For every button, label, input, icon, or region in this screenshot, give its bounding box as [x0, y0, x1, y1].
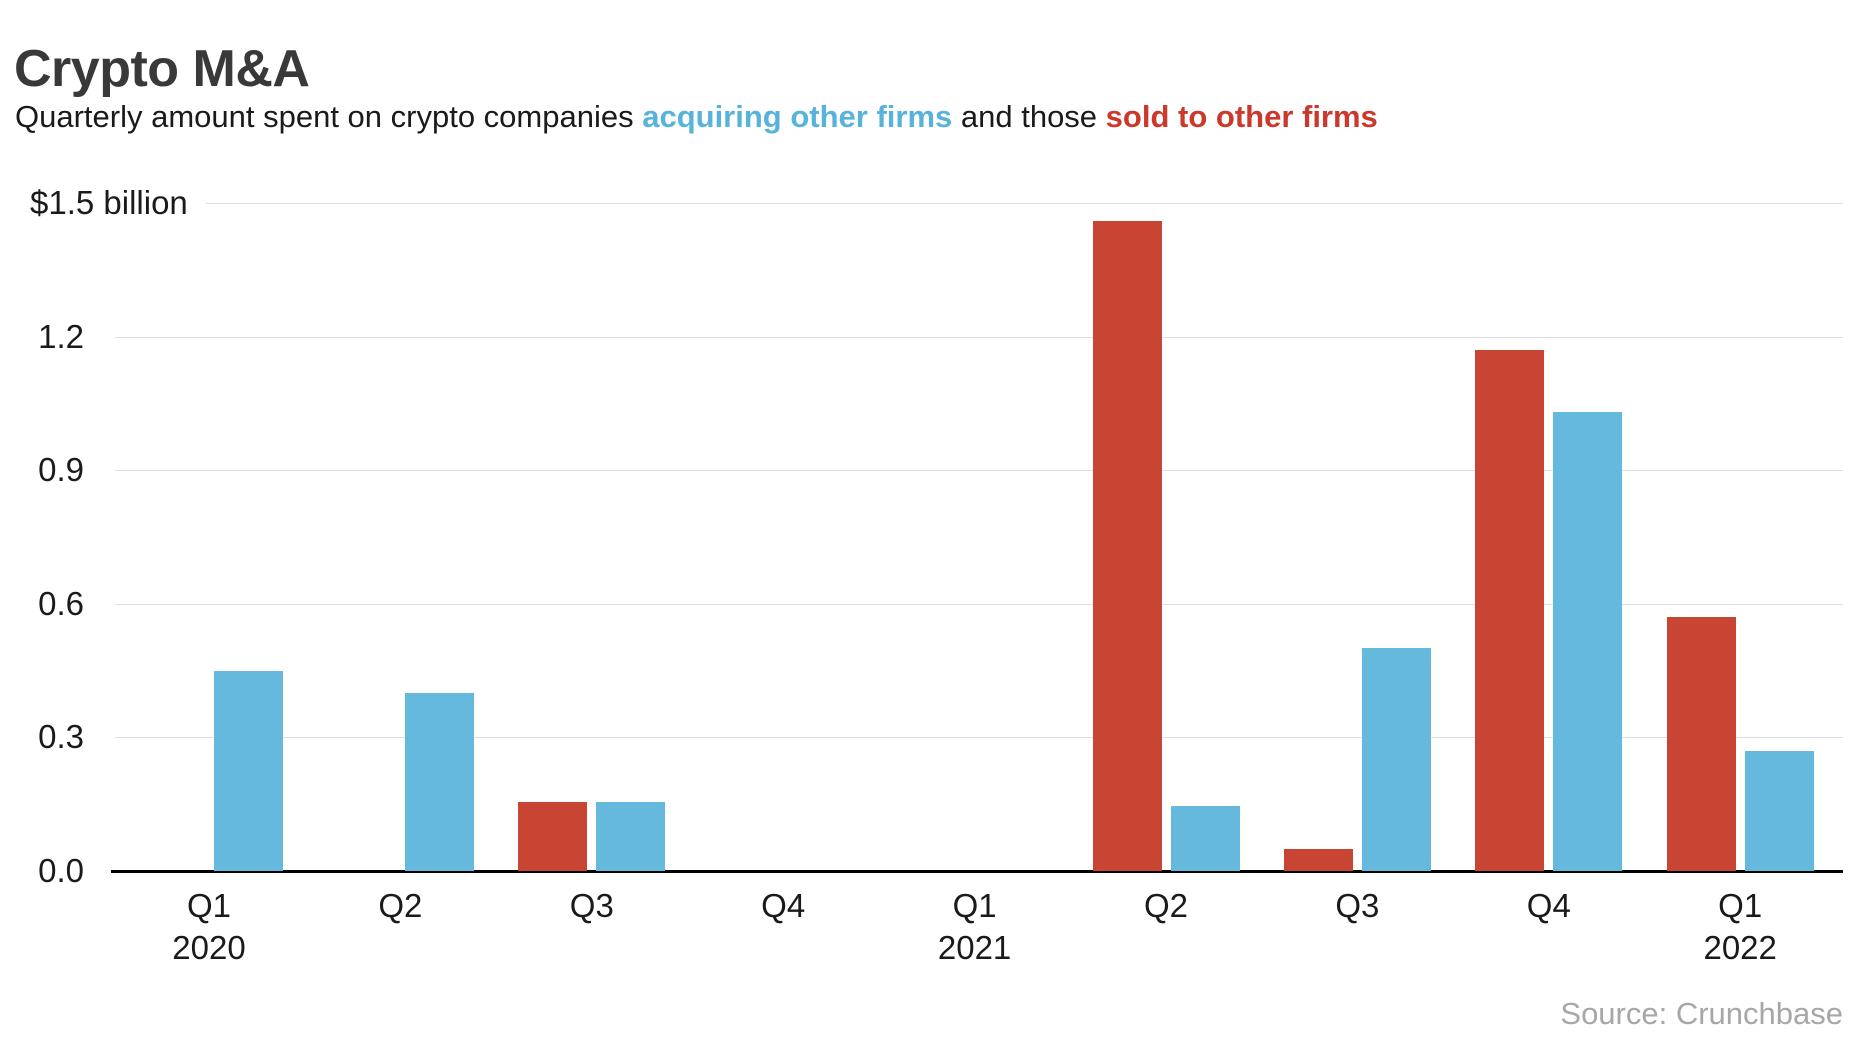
x-tick-label-q1-2020: Q1: [186, 887, 232, 924]
x-tick-label-q1-2022: Q1: [1718, 887, 1763, 924]
bar-acquiring-q2-2021: [1170, 806, 1240, 871]
source-credit: Source: Crunchbase: [1560, 996, 1843, 1031]
legend-acquiring-label: acquiring other firms: [642, 99, 953, 134]
bar-sold-q1-2022: [1666, 617, 1736, 871]
y-tick-label-0-9: 0.9: [38, 451, 84, 489]
gridline-0-9: [115, 470, 1843, 472]
bar-acquiring-q3-2021: [1361, 648, 1431, 871]
x-tick-label-q2-2020: Q2: [378, 887, 423, 924]
x-tick-label-q3-2021: Q3: [1335, 887, 1380, 924]
y-tick-label-1-2: 1.2: [38, 317, 84, 355]
gridline-1-5: [115, 203, 1843, 204]
subtitle-middle-text: and those: [952, 99, 1106, 134]
y-tick-label-0-0: 0.0: [38, 852, 84, 889]
x-tick-label-q3-2020: Q3: [569, 887, 614, 924]
bar-sold-q3-2020: [518, 801, 588, 871]
legend-sold-label: sold to other firms: [1105, 99, 1378, 134]
bar-acquiring-q2-2020: [404, 692, 474, 871]
page-title: Crypto M&A: [14, 39, 310, 98]
bar-acquiring-q4-2021: [1553, 412, 1623, 871]
bar-acquiring-q3-2020: [596, 801, 666, 871]
bar-sold-q2-2021: [1092, 220, 1162, 871]
gridline-0-6: [115, 603, 1843, 605]
x-tick-label-q4-2021: Q4: [1526, 887, 1571, 924]
x-tick-year-2021: 2021: [937, 929, 1012, 966]
gridline-1-2: [115, 336, 1843, 338]
chart-subtitle: Quarterly amount spent on crypto compani…: [15, 99, 1378, 135]
x-tick-label-q4-2020: Q4: [761, 887, 806, 924]
x-axis-baseline: [111, 870, 1843, 873]
y-tick-label-0-6: 0.6: [38, 584, 84, 622]
x-tick-year-2022: 2022: [1703, 929, 1777, 966]
x-tick-label-q2-2021: Q2: [1143, 887, 1189, 924]
bar-sold-q3-2021: [1283, 848, 1353, 871]
x-tick-label-q1-2021: Q1: [952, 887, 997, 924]
bar-acquiring-q1-2020: [213, 670, 283, 871]
gridline-0-3: [115, 737, 1843, 739]
subtitle-prefix-text: Quarterly amount spent on crypto compani…: [15, 99, 643, 134]
x-tick-year-2020: 2020: [172, 929, 246, 966]
bar-sold-q4-2021: [1475, 349, 1545, 871]
y-axis-top-label: $1.5 billion: [30, 183, 206, 223]
bar-acquiring-q1-2022: [1744, 750, 1814, 871]
y-tick-label-0-3: 0.3: [38, 718, 84, 756]
